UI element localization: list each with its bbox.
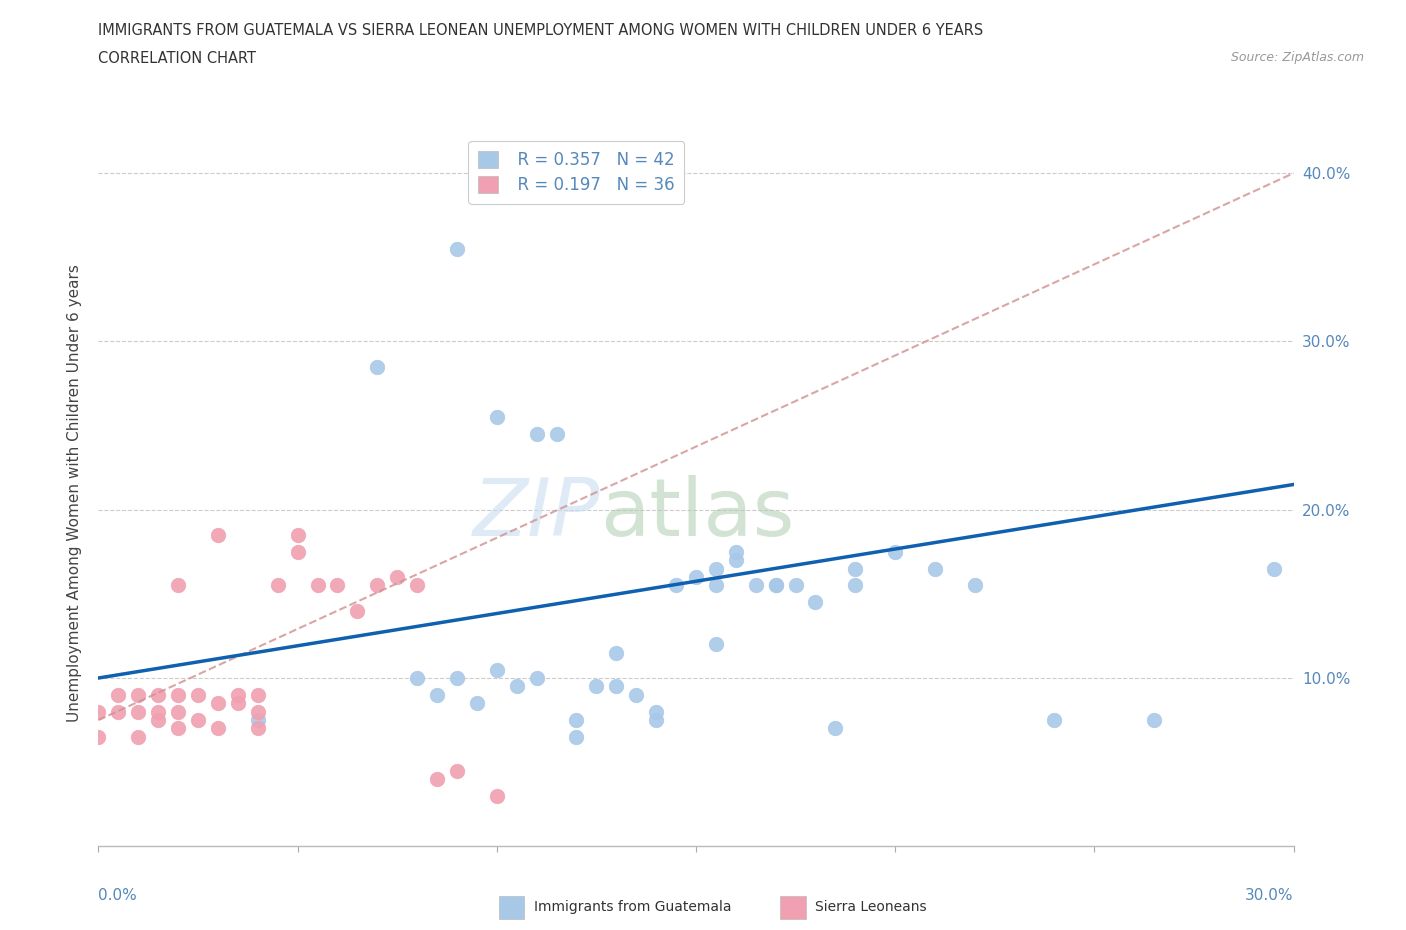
Point: [665, 578, 688, 593]
Point: [924, 561, 946, 576]
Point: [704, 561, 727, 576]
Point: [585, 679, 607, 694]
Point: [485, 410, 508, 425]
Point: [765, 578, 787, 593]
Point: [546, 427, 568, 442]
Point: [446, 764, 468, 778]
Point: [385, 569, 408, 584]
Point: [127, 704, 149, 719]
Point: [167, 578, 190, 593]
Point: [167, 704, 190, 719]
Point: [207, 527, 229, 542]
Point: [246, 704, 269, 719]
Point: [526, 671, 548, 685]
Point: [246, 721, 269, 736]
Point: [207, 696, 229, 711]
Point: [704, 578, 727, 593]
Point: [87, 704, 110, 719]
Point: [1143, 712, 1166, 727]
Point: [87, 729, 110, 744]
Text: Source: ZipAtlas.com: Source: ZipAtlas.com: [1230, 51, 1364, 64]
Point: [963, 578, 986, 593]
Point: [605, 645, 627, 660]
Point: [167, 687, 190, 702]
Point: [685, 569, 707, 584]
Text: Sierra Leoneans: Sierra Leoneans: [815, 899, 927, 914]
Point: [127, 729, 149, 744]
Point: [287, 544, 309, 559]
Point: [246, 712, 269, 727]
Point: [346, 604, 368, 618]
Point: [465, 696, 488, 711]
Y-axis label: Unemployment Among Women with Children Under 6 years: Unemployment Among Women with Children U…: [67, 264, 83, 722]
Point: [287, 527, 309, 542]
Point: [1263, 561, 1285, 576]
Text: CORRELATION CHART: CORRELATION CHART: [98, 51, 256, 66]
Point: [626, 687, 648, 702]
Point: [167, 721, 190, 736]
Point: [446, 671, 468, 685]
Point: [226, 696, 249, 711]
Point: [127, 687, 149, 702]
Point: [844, 578, 866, 593]
Point: [526, 427, 548, 442]
Point: [107, 687, 129, 702]
Point: [426, 772, 449, 787]
Point: [485, 789, 508, 804]
Point: [187, 712, 209, 727]
Point: [645, 712, 668, 727]
Point: [1043, 712, 1066, 727]
Point: [446, 242, 468, 257]
Point: [724, 552, 747, 567]
Point: [326, 578, 349, 593]
Text: 30.0%: 30.0%: [1246, 888, 1294, 903]
Point: [824, 721, 846, 736]
Point: [765, 578, 787, 593]
Point: [307, 578, 329, 593]
Point: [406, 671, 429, 685]
Point: [426, 687, 449, 702]
Point: [246, 687, 269, 702]
Point: [187, 687, 209, 702]
Point: [406, 578, 429, 593]
Point: [645, 704, 668, 719]
Point: [704, 637, 727, 652]
Point: [844, 561, 866, 576]
Text: 0.0%: 0.0%: [98, 888, 138, 903]
Point: [565, 729, 588, 744]
Text: atlas: atlas: [600, 475, 794, 553]
Point: [148, 704, 170, 719]
Point: [366, 578, 388, 593]
Point: [605, 679, 627, 694]
Point: [745, 578, 768, 593]
Point: [506, 679, 529, 694]
Legend:   R = 0.357   N = 42,   R = 0.197   N = 36: R = 0.357 N = 42, R = 0.197 N = 36: [468, 140, 685, 204]
Text: ZIP: ZIP: [472, 475, 600, 553]
Point: [207, 721, 229, 736]
Point: [565, 712, 588, 727]
Point: [226, 687, 249, 702]
Text: IMMIGRANTS FROM GUATEMALA VS SIERRA LEONEAN UNEMPLOYMENT AMONG WOMEN WITH CHILDR: IMMIGRANTS FROM GUATEMALA VS SIERRA LEON…: [98, 23, 984, 38]
Point: [366, 359, 388, 374]
Point: [884, 544, 907, 559]
Point: [724, 544, 747, 559]
Point: [148, 712, 170, 727]
Point: [785, 578, 807, 593]
Point: [485, 662, 508, 677]
Point: [148, 687, 170, 702]
Text: Immigrants from Guatemala: Immigrants from Guatemala: [534, 899, 731, 914]
Point: [267, 578, 290, 593]
Point: [107, 704, 129, 719]
Point: [804, 595, 827, 610]
